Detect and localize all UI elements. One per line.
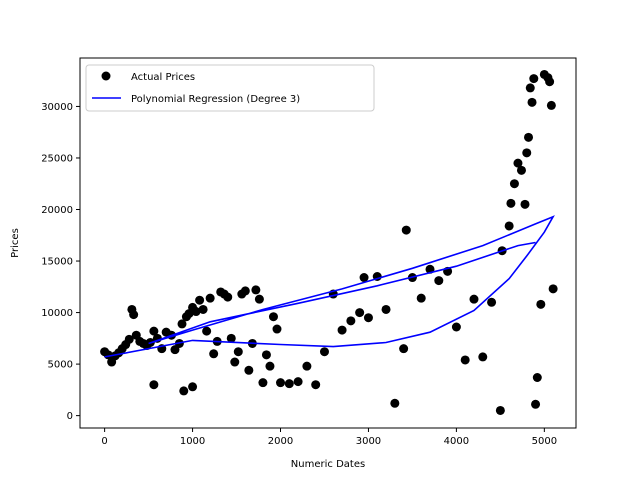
data-point bbox=[346, 316, 356, 326]
data-point bbox=[195, 295, 205, 305]
fit-line-layer bbox=[104, 215, 555, 358]
x-axis-label: Numeric Dates bbox=[291, 459, 365, 470]
y-tick-label: 25000 bbox=[41, 153, 73, 164]
data-point bbox=[124, 334, 134, 344]
data-point bbox=[261, 350, 271, 360]
data-point bbox=[223, 292, 233, 302]
data-point bbox=[434, 276, 444, 286]
data-point bbox=[469, 294, 479, 304]
data-point bbox=[230, 357, 240, 367]
data-point bbox=[198, 304, 208, 314]
data-point bbox=[177, 319, 187, 329]
data-point bbox=[149, 326, 159, 336]
legend: Actual Prices Polynomial Regression (Deg… bbox=[85, 64, 375, 112]
data-point bbox=[129, 310, 139, 320]
data-point bbox=[251, 285, 261, 295]
data-point bbox=[272, 324, 282, 334]
data-point bbox=[548, 284, 558, 294]
x-axis: 0 1000 2000 3000 4000 5000 bbox=[101, 428, 557, 447]
y-tick-label: 5000 bbox=[48, 360, 73, 371]
data-point bbox=[416, 293, 426, 303]
data-point bbox=[524, 132, 534, 142]
x-tick-label: 1000 bbox=[180, 436, 205, 447]
plot-frame bbox=[79, 57, 577, 429]
y-tick-label: 0 bbox=[67, 411, 73, 422]
data-point bbox=[525, 83, 535, 93]
data-point bbox=[268, 312, 278, 322]
data-point bbox=[226, 333, 236, 343]
data-point bbox=[254, 294, 264, 304]
y-tick-label: 20000 bbox=[41, 205, 73, 216]
data-point bbox=[337, 325, 347, 335]
data-point bbox=[460, 355, 470, 365]
y-tick-label: 30000 bbox=[41, 102, 73, 113]
data-point bbox=[188, 382, 198, 392]
data-point bbox=[531, 399, 541, 409]
legend-box bbox=[85, 64, 375, 112]
data-point bbox=[209, 349, 219, 359]
data-point bbox=[487, 297, 497, 307]
data-point bbox=[522, 148, 532, 158]
data-point bbox=[363, 313, 373, 323]
data-point bbox=[191, 307, 201, 317]
data-point bbox=[240, 286, 250, 296]
data-point bbox=[319, 347, 329, 357]
scatter-layer bbox=[100, 69, 558, 415]
data-point bbox=[516, 165, 526, 175]
y-axis-label: Prices bbox=[10, 228, 21, 258]
data-point bbox=[390, 398, 400, 408]
data-point bbox=[478, 352, 488, 362]
data-point bbox=[284, 379, 294, 389]
fit-line bbox=[104, 215, 555, 358]
data-point bbox=[202, 326, 212, 336]
data-point bbox=[233, 347, 243, 357]
y-axis: 0 5000 10000 15000 20000 25000 30000 bbox=[41, 102, 80, 422]
data-point bbox=[244, 365, 254, 375]
data-point bbox=[149, 380, 159, 390]
data-point bbox=[495, 405, 505, 415]
x-tick-label: 3000 bbox=[356, 436, 381, 447]
data-point bbox=[545, 77, 555, 87]
data-point bbox=[359, 273, 369, 283]
x-tick-label: 5000 bbox=[532, 436, 557, 447]
data-point bbox=[179, 386, 189, 396]
data-point bbox=[532, 372, 542, 382]
data-point bbox=[509, 179, 519, 189]
legend-label-actual-prices: Actual Prices bbox=[131, 72, 195, 83]
data-point bbox=[520, 199, 530, 209]
y-tick-label: 15000 bbox=[41, 257, 73, 268]
data-point bbox=[506, 198, 516, 208]
data-point bbox=[302, 361, 312, 371]
data-point bbox=[265, 361, 275, 371]
data-point bbox=[258, 378, 268, 388]
data-point bbox=[293, 377, 303, 387]
data-point bbox=[311, 380, 321, 390]
x-tick-label: 2000 bbox=[268, 436, 293, 447]
data-point bbox=[504, 221, 514, 231]
data-point bbox=[451, 322, 461, 332]
data-point bbox=[546, 100, 556, 110]
data-point bbox=[513, 158, 523, 168]
x-tick-label: 4000 bbox=[444, 436, 469, 447]
data-point bbox=[399, 344, 409, 354]
data-point bbox=[536, 299, 546, 309]
data-point bbox=[381, 304, 391, 314]
data-point bbox=[527, 97, 537, 107]
data-point bbox=[276, 378, 286, 388]
data-point bbox=[401, 225, 411, 235]
x-tick-label: 0 bbox=[101, 436, 107, 447]
y-tick-label: 10000 bbox=[41, 308, 73, 319]
data-point bbox=[529, 74, 539, 84]
data-point bbox=[355, 308, 365, 318]
legend-label-polynomial-regression: Polynomial Regression (Degree 3) bbox=[131, 94, 300, 105]
legend-marker-actual-prices bbox=[101, 71, 111, 81]
data-point bbox=[205, 293, 215, 303]
